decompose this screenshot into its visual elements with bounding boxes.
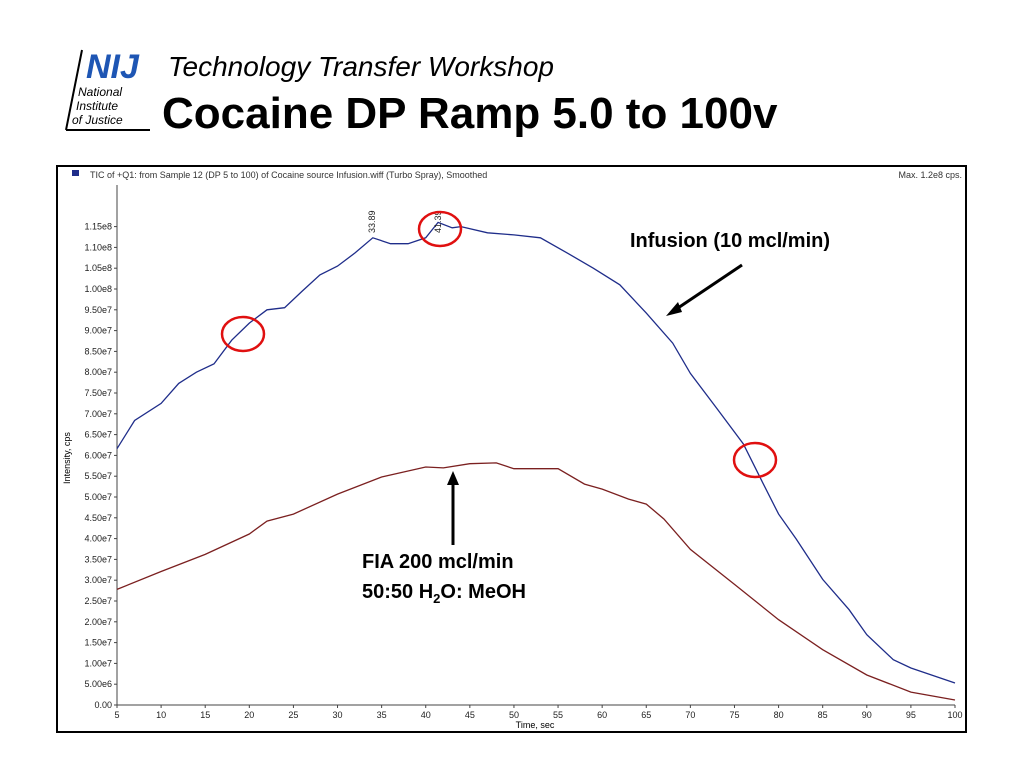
peak-label: 33.89 xyxy=(367,210,377,233)
x-axis-label: Time, sec xyxy=(516,720,555,730)
x-tick-label: 95 xyxy=(906,710,916,720)
x-tick-label: 65 xyxy=(641,710,651,720)
x-tick-label: 25 xyxy=(288,710,298,720)
x-tick-label: 55 xyxy=(553,710,563,720)
y-tick-label: 1.00e7 xyxy=(84,658,112,668)
arrowhead xyxy=(666,302,682,316)
y-tick-label: 1.05e8 xyxy=(84,263,112,273)
x-tick-label: 20 xyxy=(244,710,254,720)
x-tick-label: 40 xyxy=(421,710,431,720)
line-series xyxy=(116,462,956,701)
y-tick-label: 5.50e7 xyxy=(84,471,112,481)
chart-title: TIC of +Q1: from Sample 12 (DP 5 to 100)… xyxy=(90,170,487,180)
arrow xyxy=(671,263,743,314)
annotation-subscript: 2 xyxy=(433,591,440,606)
x-tick-label: 80 xyxy=(774,710,784,720)
logo-line: Institute xyxy=(76,99,118,113)
x-tick-label: 5 xyxy=(114,710,119,720)
highlight-circle xyxy=(417,210,463,248)
arrowhead xyxy=(447,471,459,485)
y-tick-label: 5.00e7 xyxy=(84,492,112,502)
y-tick-label: 3.50e7 xyxy=(84,554,112,564)
subtitle: Technology Transfer Workshop xyxy=(168,51,554,82)
x-tick-label: 85 xyxy=(818,710,828,720)
x-tick-label: 100 xyxy=(947,710,962,720)
y-tick-label: 6.00e7 xyxy=(84,450,112,460)
x-tick-label: 45 xyxy=(465,710,475,720)
y-tick-label: 9.50e7 xyxy=(84,305,112,315)
annotation: FIA 200 mcl/min xyxy=(362,551,514,573)
y-tick-label: 1.50e7 xyxy=(84,638,112,648)
y-tick-label: 1.10e8 xyxy=(84,242,112,252)
x-tick-label: 50 xyxy=(509,710,519,720)
logo-mark: NIJ xyxy=(86,48,140,86)
y-tick-label: 2.50e7 xyxy=(84,596,112,606)
logo-line: National xyxy=(78,85,122,99)
max-label: Max. 1.2e8 cps. xyxy=(898,170,962,180)
logo-frame xyxy=(65,49,150,131)
y-tick-label: 7.50e7 xyxy=(84,388,112,398)
y-tick-label: 8.50e7 xyxy=(84,346,112,356)
y-tick-label: 5.00e6 xyxy=(84,679,112,689)
y-tick-label: 8.00e7 xyxy=(84,367,112,377)
annotation: Infusion (10 mcl/min) xyxy=(630,230,830,252)
x-tick-label: 60 xyxy=(597,710,607,720)
legend-square xyxy=(72,170,79,176)
y-tick-label: 1.00e8 xyxy=(84,284,112,294)
y-tick-label: 4.50e7 xyxy=(84,513,112,523)
plot: 0.00 5.00e6 1.00e7 1.50e7 2.00e7 2.50e7 3.00e7… xyxy=(84,185,963,720)
y-tick-label: 4.00e7 xyxy=(84,534,112,544)
annotation-part: 50:50 H xyxy=(362,581,433,603)
peak-label: 41.39 xyxy=(433,210,443,233)
y-tick-label: 9.00e7 xyxy=(84,326,112,336)
x-tick-label: 15 xyxy=(200,710,210,720)
y-tick-label: 1.15e8 xyxy=(84,222,112,232)
annotation-part: O: MeOH xyxy=(440,581,526,603)
chart-frame xyxy=(56,165,967,733)
x-tick-label: 70 xyxy=(685,710,695,720)
y-tick-label: 7.00e7 xyxy=(84,409,112,419)
x-tick-label: 35 xyxy=(377,710,387,720)
annotation: 50:50 H2O: MeOH xyxy=(362,581,526,606)
y-tick-label: 0.00 xyxy=(94,700,112,710)
y-tick-label: 3.00e7 xyxy=(84,575,112,585)
x-tick-label: 90 xyxy=(862,710,872,720)
x-tick-label: 30 xyxy=(333,710,343,720)
y-axis-label: Intensity, cps xyxy=(62,432,72,484)
title: Cocaine DP Ramp 5.0 to 100v xyxy=(162,89,778,138)
logo-line: of Justice xyxy=(72,113,123,127)
highlight-circle xyxy=(220,315,266,353)
x-tick-label: 75 xyxy=(729,710,739,720)
highlight-circle xyxy=(732,441,778,479)
x-tick-label: 10 xyxy=(156,710,166,720)
y-tick-label: 6.50e7 xyxy=(84,430,112,440)
y-tick-label: 2.00e7 xyxy=(84,617,112,627)
